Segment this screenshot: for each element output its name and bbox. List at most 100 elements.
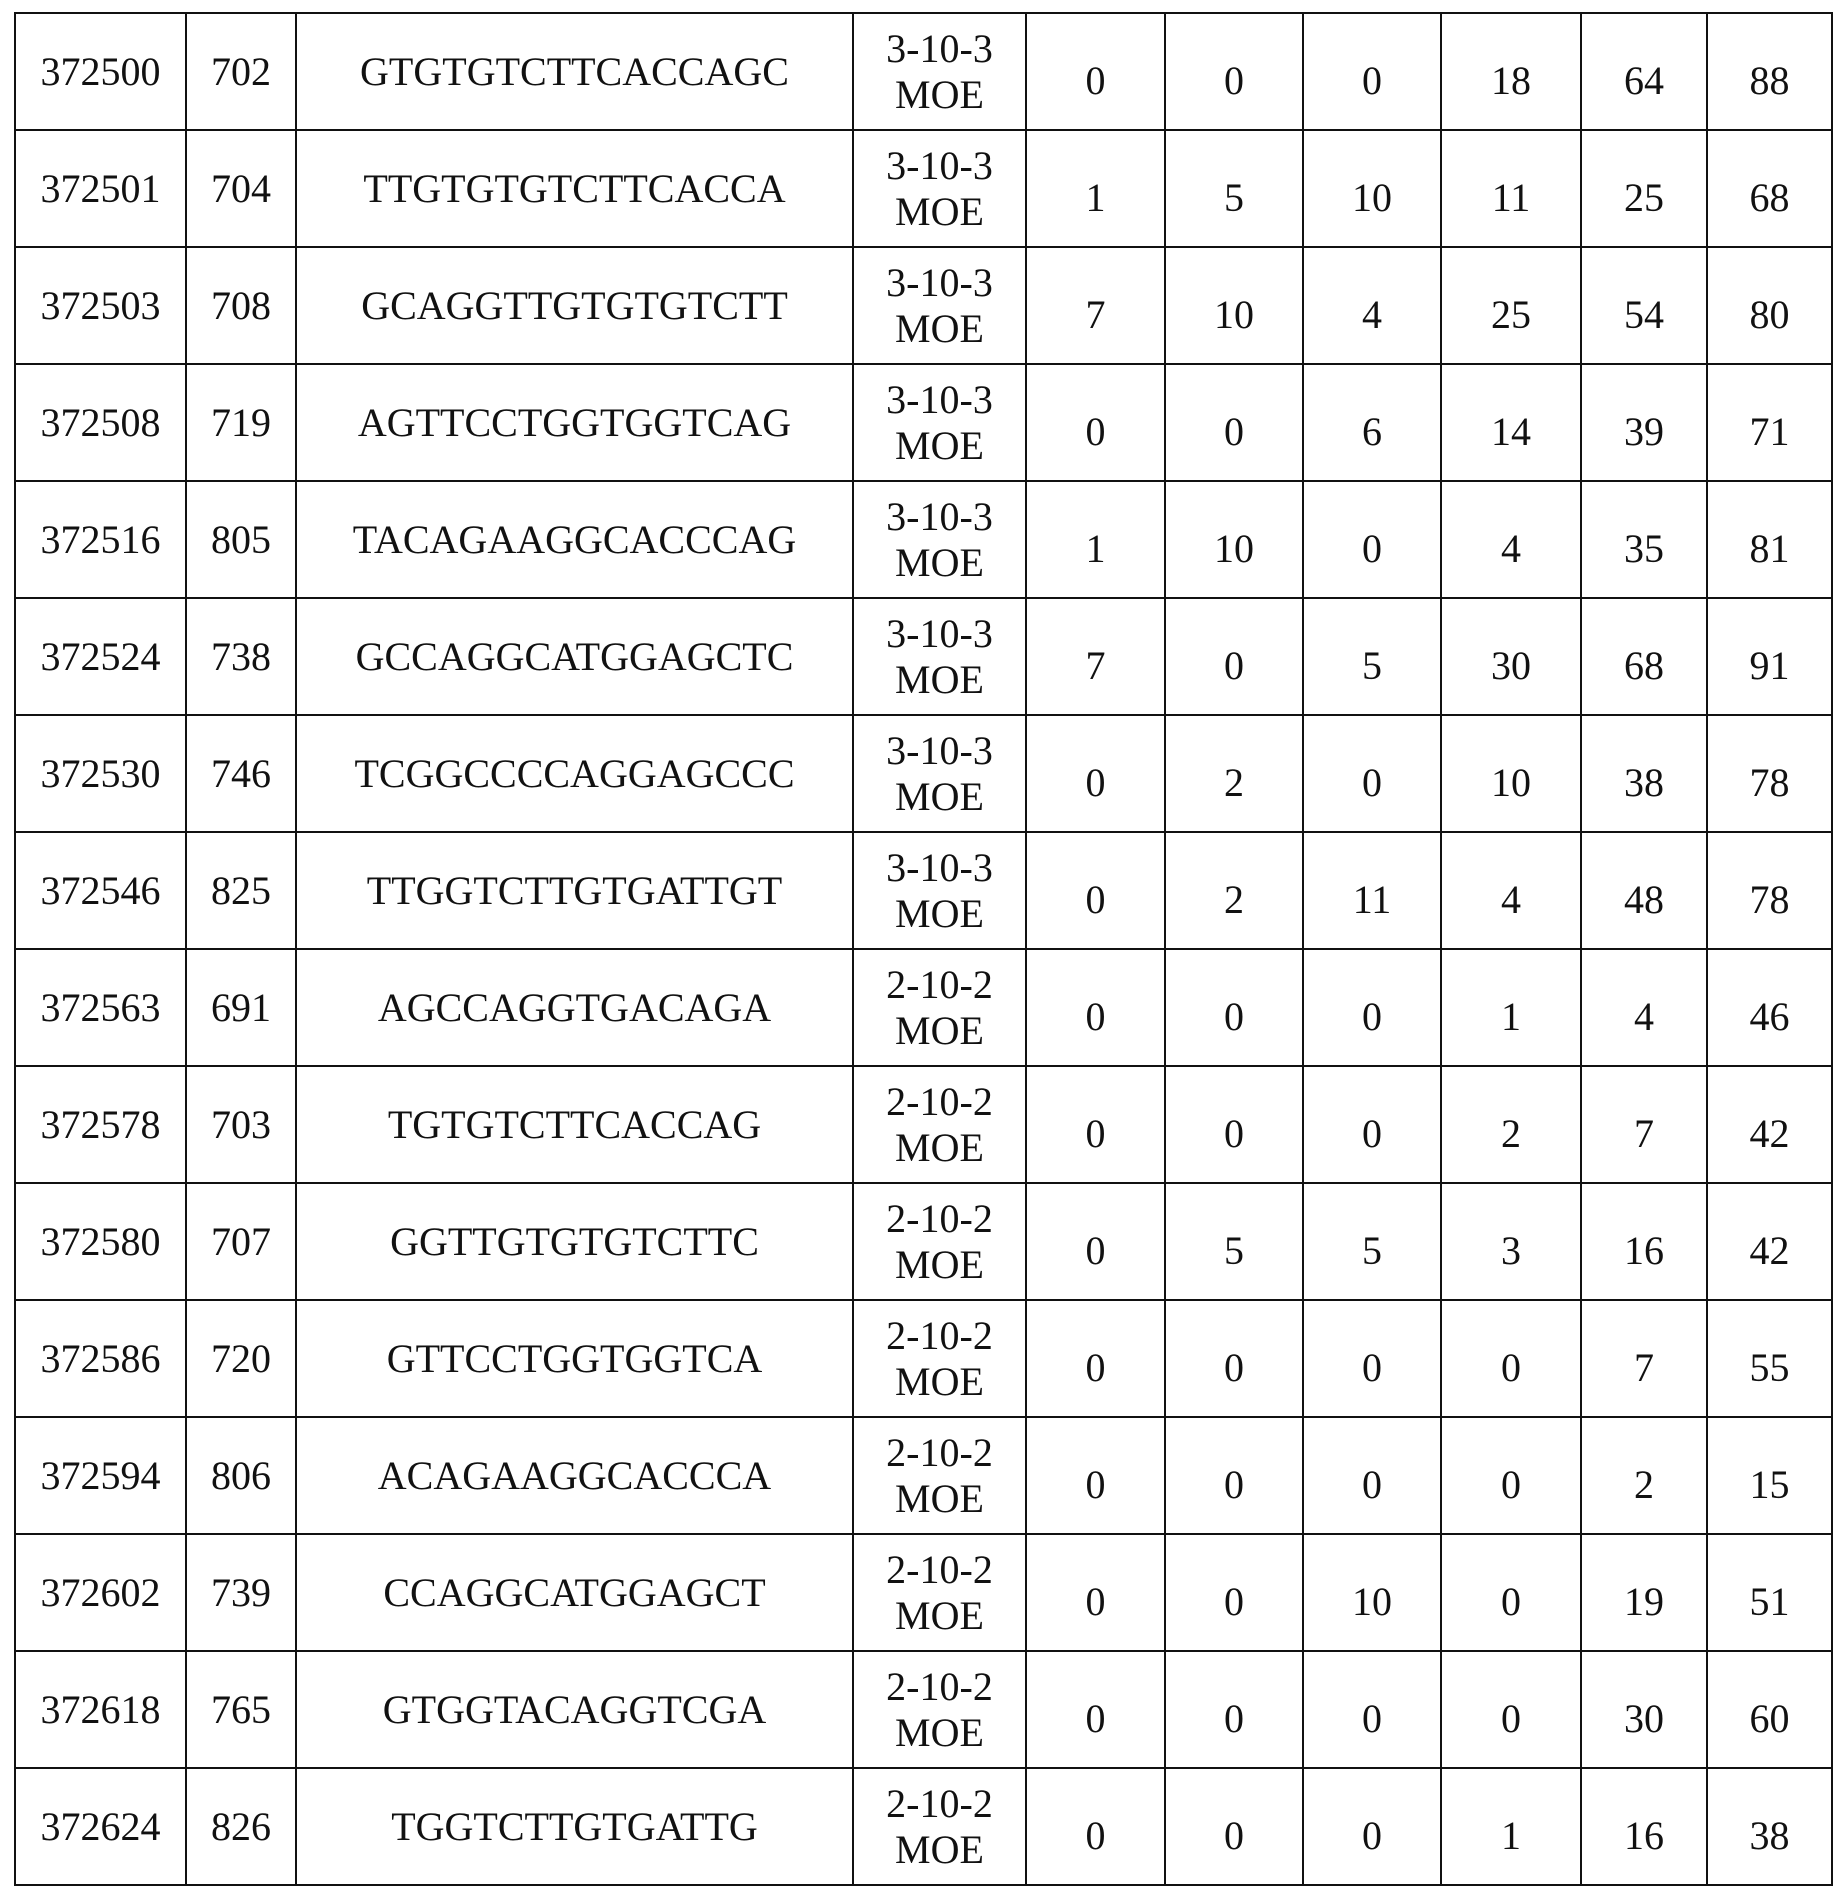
target-site-cell: 707 bbox=[186, 1183, 296, 1300]
value-cell: 0 bbox=[1026, 1534, 1165, 1651]
target-site-cell: 691 bbox=[186, 949, 296, 1066]
isis-number-cell: 372530 bbox=[15, 715, 186, 832]
motif-label: 3-10-3 bbox=[854, 494, 1025, 540]
isis-number-cell: 372508 bbox=[15, 364, 186, 481]
value-cell: 10 bbox=[1165, 481, 1303, 598]
value-cell: 39 bbox=[1581, 364, 1707, 481]
table-row: 372546825TTGGTCTTGTGATTGT3-10-3MOE021144… bbox=[15, 832, 1832, 949]
value-cell: 2 bbox=[1165, 715, 1303, 832]
value-cell: 0 bbox=[1165, 1651, 1303, 1768]
motif-cell: 3-10-3MOE bbox=[853, 13, 1026, 130]
value-cell: 25 bbox=[1581, 130, 1707, 247]
isis-number-cell: 372546 bbox=[15, 832, 186, 949]
value-cell: 38 bbox=[1707, 1768, 1832, 1885]
target-site-cell: 805 bbox=[186, 481, 296, 598]
value-cell: 0 bbox=[1303, 715, 1441, 832]
motif-cell: 3-10-3MOE bbox=[853, 247, 1026, 364]
value-cell: 7 bbox=[1026, 247, 1165, 364]
table-row: 372580707GGTTGTGTGTCTTC2-10-2MOE05531642 bbox=[15, 1183, 1832, 1300]
value-cell: 2 bbox=[1441, 1066, 1581, 1183]
value-cell: 11 bbox=[1303, 832, 1441, 949]
target-site-cell: 719 bbox=[186, 364, 296, 481]
isis-number-cell: 372602 bbox=[15, 1534, 186, 1651]
value-cell: 2 bbox=[1165, 832, 1303, 949]
value-cell: 10 bbox=[1303, 130, 1441, 247]
motif-label: 2-10-2 bbox=[854, 1664, 1025, 1710]
table-row: 372563691AGCCAGGTGACAGA2-10-2MOE0001446 bbox=[15, 949, 1832, 1066]
chemistry-label: MOE bbox=[854, 774, 1025, 820]
motif-label: 2-10-2 bbox=[854, 1079, 1025, 1125]
isis-number-cell: 372586 bbox=[15, 1300, 186, 1417]
value-cell: 0 bbox=[1026, 13, 1165, 130]
value-cell: 4 bbox=[1581, 949, 1707, 1066]
value-cell: 0 bbox=[1303, 13, 1441, 130]
value-cell: 0 bbox=[1441, 1651, 1581, 1768]
value-cell: 5 bbox=[1303, 598, 1441, 715]
value-cell: 0 bbox=[1441, 1417, 1581, 1534]
value-cell: 7 bbox=[1026, 598, 1165, 715]
value-cell: 0 bbox=[1441, 1534, 1581, 1651]
motif-cell: 2-10-2MOE bbox=[853, 1768, 1026, 1885]
value-cell: 4 bbox=[1441, 832, 1581, 949]
target-site-cell: 806 bbox=[186, 1417, 296, 1534]
value-cell: 81 bbox=[1707, 481, 1832, 598]
chemistry-label: MOE bbox=[854, 1008, 1025, 1054]
chemistry-label: MOE bbox=[854, 891, 1025, 937]
value-cell: 0 bbox=[1026, 715, 1165, 832]
isis-number-cell: 372594 bbox=[15, 1417, 186, 1534]
motif-label: 2-10-2 bbox=[854, 1430, 1025, 1476]
value-cell: 0 bbox=[1165, 1534, 1303, 1651]
sequence-cell: TCGGCCCCAGGAGCCC bbox=[296, 715, 853, 832]
value-cell: 25 bbox=[1441, 247, 1581, 364]
target-site-cell: 738 bbox=[186, 598, 296, 715]
sequence-cell: AGTTCCTGGTGGTCAG bbox=[296, 364, 853, 481]
isis-number-cell: 372624 bbox=[15, 1768, 186, 1885]
sequence-cell: TACAGAAGGCACCCAG bbox=[296, 481, 853, 598]
motif-label: 2-10-2 bbox=[854, 1313, 1025, 1359]
value-cell: 7 bbox=[1581, 1300, 1707, 1417]
motif-label: 3-10-3 bbox=[854, 377, 1025, 423]
motif-label: 2-10-2 bbox=[854, 1196, 1025, 1242]
chemistry-label: MOE bbox=[854, 1125, 1025, 1171]
motif-cell: 2-10-2MOE bbox=[853, 1183, 1026, 1300]
isis-number-cell: 372580 bbox=[15, 1183, 186, 1300]
value-cell: 15 bbox=[1707, 1417, 1832, 1534]
motif-label: 3-10-3 bbox=[854, 845, 1025, 891]
value-cell: 0 bbox=[1165, 13, 1303, 130]
chemistry-label: MOE bbox=[854, 1359, 1025, 1405]
value-cell: 0 bbox=[1165, 949, 1303, 1066]
value-cell: 0 bbox=[1303, 1651, 1441, 1768]
chemistry-label: MOE bbox=[854, 1593, 1025, 1639]
value-cell: 78 bbox=[1707, 832, 1832, 949]
sequence-cell: GTGTGTCTTCACCAGC bbox=[296, 13, 853, 130]
motif-label: 2-10-2 bbox=[854, 1781, 1025, 1827]
motif-label: 3-10-3 bbox=[854, 143, 1025, 189]
value-cell: 46 bbox=[1707, 949, 1832, 1066]
chemistry-label: MOE bbox=[854, 72, 1025, 118]
motif-label: 3-10-3 bbox=[854, 728, 1025, 774]
table-row: 372602739CCAGGCATGGAGCT2-10-2MOE00100195… bbox=[15, 1534, 1832, 1651]
motif-label: 2-10-2 bbox=[854, 962, 1025, 1008]
chemistry-label: MOE bbox=[854, 306, 1025, 352]
motif-cell: 3-10-3MOE bbox=[853, 598, 1026, 715]
value-cell: 5 bbox=[1165, 1183, 1303, 1300]
sequence-cell: TTGGTCTTGTGATTGT bbox=[296, 832, 853, 949]
sequence-cell: GTGGTACAGGTCGA bbox=[296, 1651, 853, 1768]
value-cell: 42 bbox=[1707, 1183, 1832, 1300]
isis-number-cell: 372501 bbox=[15, 130, 186, 247]
value-cell: 80 bbox=[1707, 247, 1832, 364]
table-row: 372503708GCAGGTTGTGTGTCTT3-10-3MOE710425… bbox=[15, 247, 1832, 364]
motif-label: 3-10-3 bbox=[854, 260, 1025, 306]
value-cell: 64 bbox=[1581, 13, 1707, 130]
value-cell: 38 bbox=[1581, 715, 1707, 832]
value-cell: 60 bbox=[1707, 1651, 1832, 1768]
value-cell: 16 bbox=[1581, 1183, 1707, 1300]
isis-number-cell: 372516 bbox=[15, 481, 186, 598]
target-site-cell: 825 bbox=[186, 832, 296, 949]
target-site-cell: 702 bbox=[186, 13, 296, 130]
value-cell: 0 bbox=[1026, 1651, 1165, 1768]
value-cell: 0 bbox=[1165, 1300, 1303, 1417]
value-cell: 0 bbox=[1303, 481, 1441, 598]
sequence-cell: GCAGGTTGTGTGTCTT bbox=[296, 247, 853, 364]
chemistry-label: MOE bbox=[854, 657, 1025, 703]
